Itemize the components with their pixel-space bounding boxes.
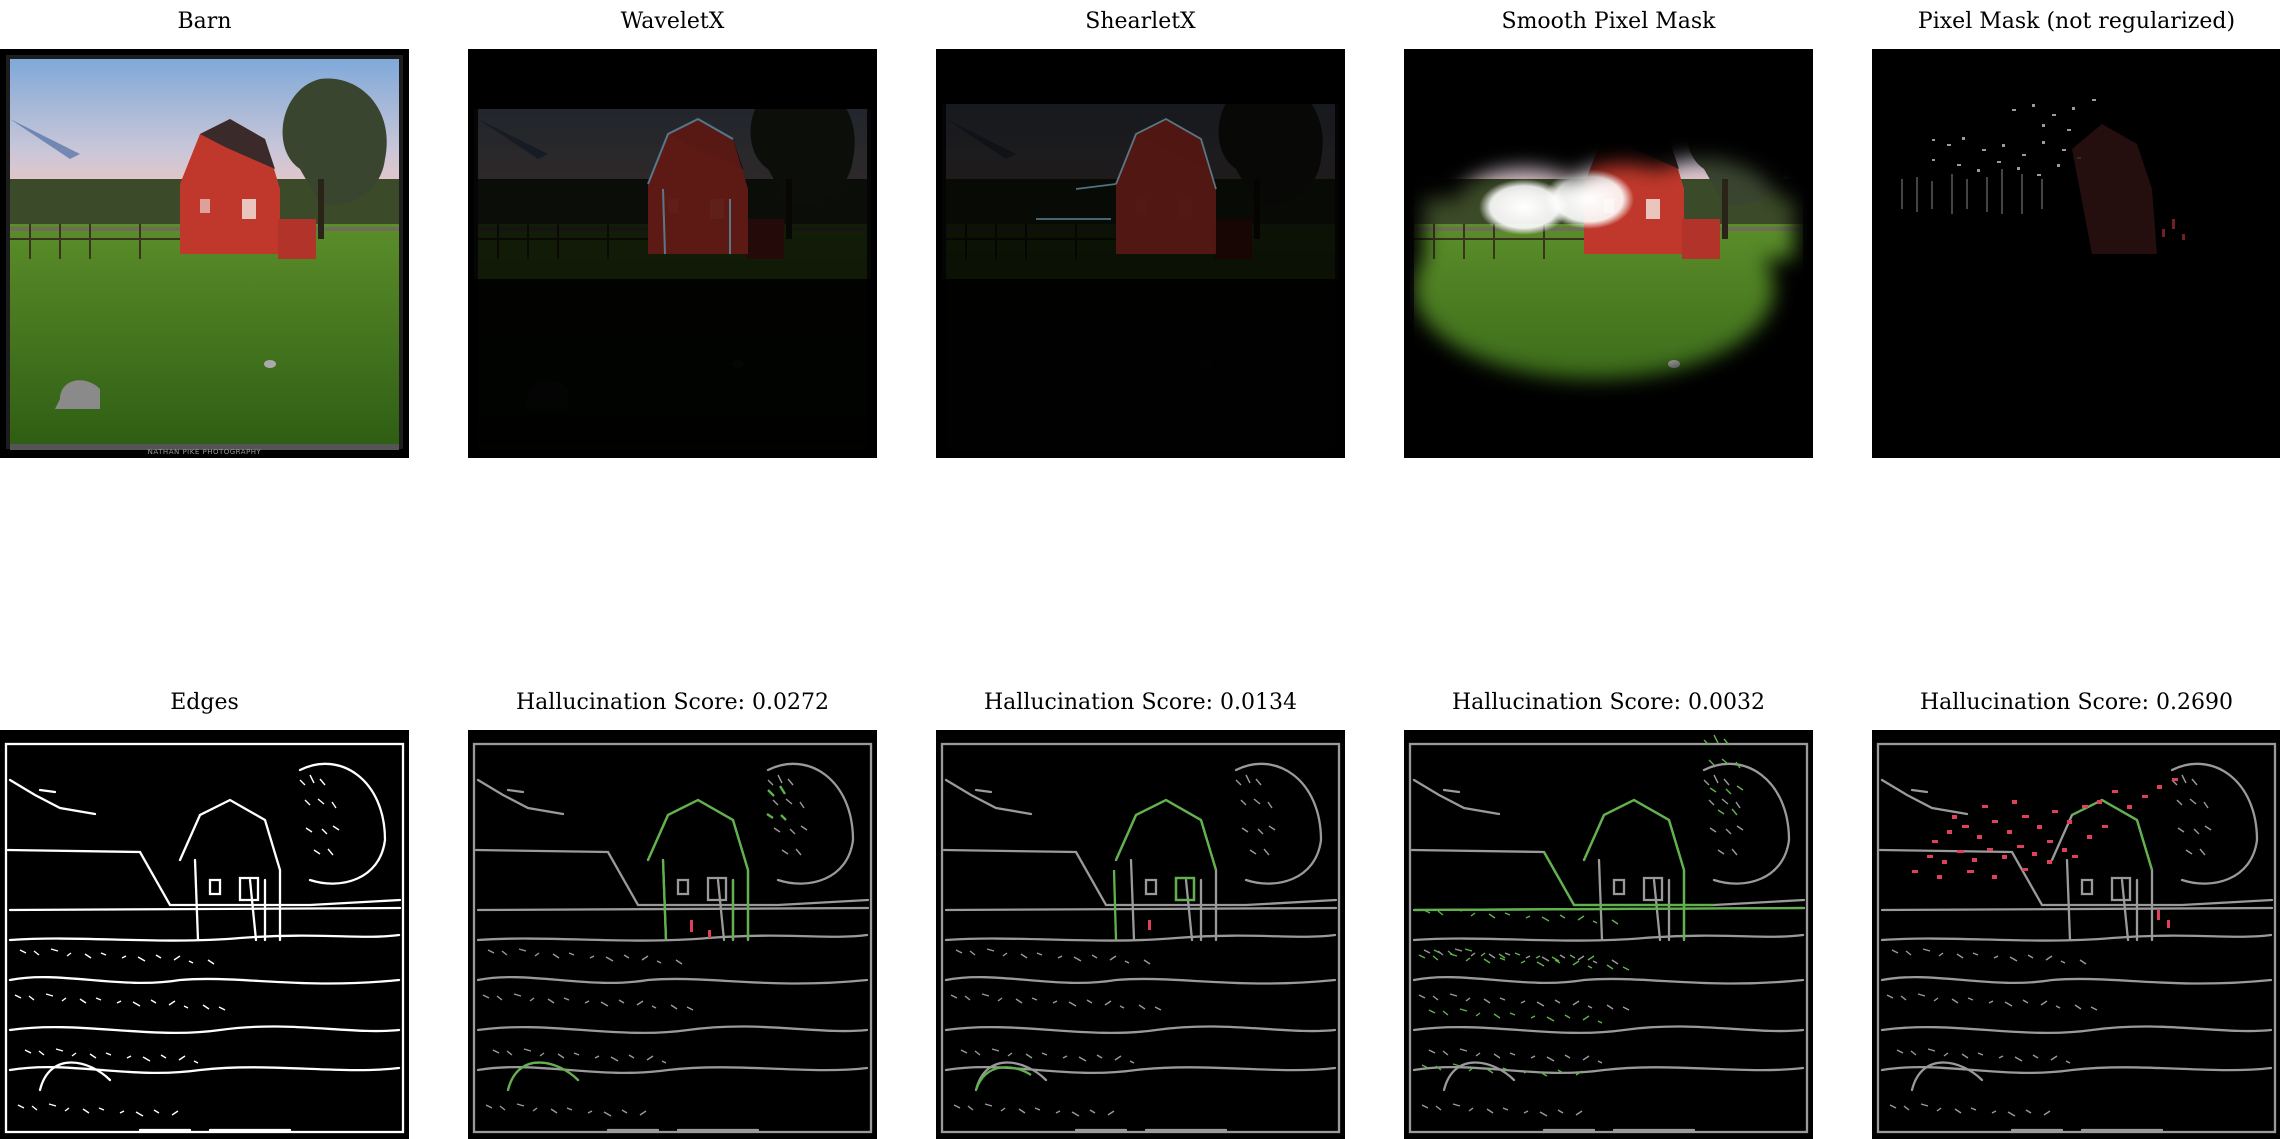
waveletx-explanation-image xyxy=(468,49,877,458)
pixel-mask-hallucination-image xyxy=(1872,730,2280,1139)
panel-title: Hallucination Score: 0.0134 xyxy=(983,690,1298,715)
panel-title: Pixel Mask (not regularized) xyxy=(1917,9,2236,34)
smooth-pixel-mask-image xyxy=(1404,49,1813,458)
shearletx-hallucination-image xyxy=(936,730,1345,1139)
panel-title: Hallucination Score: 0.0032 xyxy=(1451,690,1766,715)
panel-title: Smooth Pixel Mask xyxy=(1501,9,1716,34)
edges-image xyxy=(0,730,409,1139)
panel-title: Edges xyxy=(170,690,239,715)
panel-title: ShearletX xyxy=(1085,9,1196,34)
pixel-mask-image xyxy=(1872,49,2280,458)
waveletx-hallucination-image xyxy=(468,730,877,1139)
panel-title: Hallucination Score: 0.0272 xyxy=(515,690,830,715)
panel-title: WaveletX xyxy=(620,9,725,34)
shearletx-explanation-image xyxy=(936,49,1345,458)
photo-watermark: NATHAN PIKE PHOTOGRAPHY xyxy=(147,448,262,456)
smooth-mask-hallucination-image xyxy=(1404,730,1813,1139)
panel-title: Barn xyxy=(177,9,232,34)
panel-title: Hallucination Score: 0.2690 xyxy=(1919,690,2234,715)
barn-image: NATHAN PIKE PHOTOGRAPHY xyxy=(0,49,409,458)
